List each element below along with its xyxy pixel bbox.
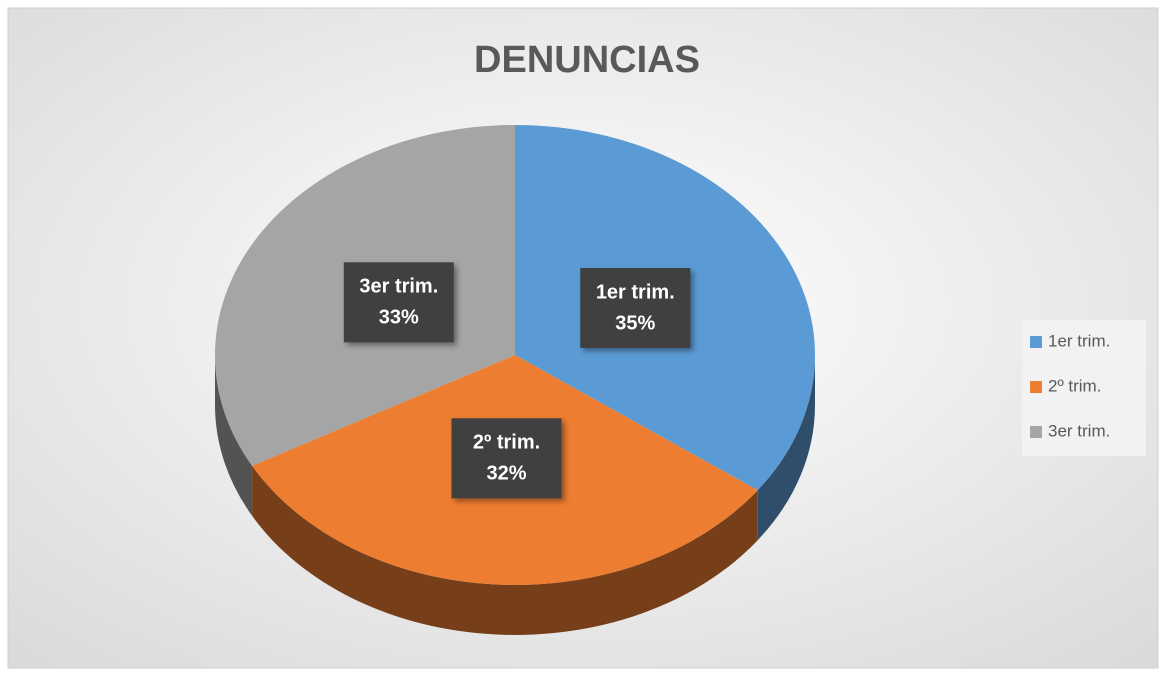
data-label-category: 2º trim. [473, 432, 540, 454]
slice-side [215, 355, 253, 516]
data-label-box [343, 262, 454, 343]
legend-swatch [1030, 426, 1042, 438]
slice-side [252, 465, 758, 635]
legend-label: 2º trim. [1048, 376, 1101, 395]
slice-side [757, 355, 816, 541]
legend-label: 3er trim. [1048, 421, 1110, 440]
legend-box [1022, 320, 1146, 456]
data-label-value: 35% [615, 312, 655, 334]
data-label-box [580, 268, 691, 349]
data-label-value: 32% [487, 463, 527, 485]
legend-swatch [1030, 381, 1042, 393]
data-label-category: 1er trim. [596, 281, 675, 303]
legend-swatch [1030, 336, 1042, 348]
data-label-value: 33% [379, 307, 419, 329]
chart-title: DENUNCIAS [474, 39, 700, 81]
legend-label: 1er trim. [1048, 331, 1110, 350]
data-label-box [451, 418, 562, 499]
data-label-category: 3er trim. [359, 276, 438, 298]
